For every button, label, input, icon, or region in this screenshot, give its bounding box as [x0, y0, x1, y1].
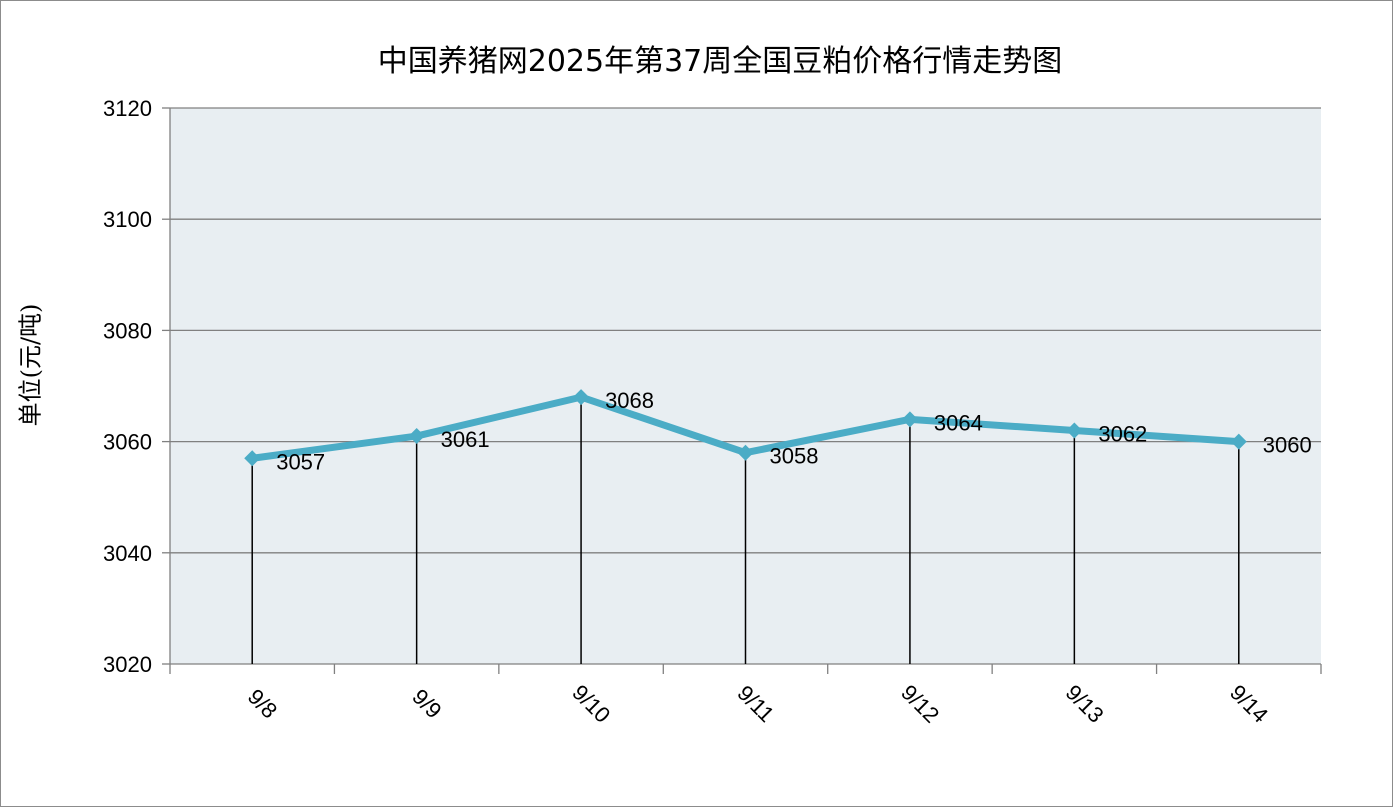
data-label: 3068 [605, 388, 654, 413]
x-tick-label: 9/10 [567, 680, 615, 728]
y-tick-label: 3060 [103, 430, 152, 455]
data-label: 3060 [1263, 433, 1312, 458]
x-tick-label: 9/13 [1061, 680, 1109, 728]
data-point-marker [901, 411, 918, 428]
y-tick-label: 3120 [103, 96, 152, 121]
data-point-marker [1066, 422, 1083, 439]
data-point-marker [244, 450, 261, 467]
y-tick-label: 3100 [103, 207, 152, 232]
data-label: 3057 [276, 449, 325, 474]
data-label: 3064 [934, 410, 983, 435]
y-tick-label: 3020 [103, 652, 152, 677]
x-tick-label: 9/12 [896, 680, 944, 728]
data-label: 3058 [770, 444, 819, 469]
chart-title: 中国养猪网2025年第37周全国豆粕价格行情走势图 [377, 44, 1063, 79]
x-tick-label: 9/8 [243, 684, 282, 723]
x-tick-label: 9/9 [407, 684, 446, 723]
x-tick-label: 9/14 [1225, 680, 1273, 728]
data-label: 3061 [441, 427, 490, 452]
data-point-marker [573, 389, 590, 406]
x-tick-label: 9/11 [732, 680, 779, 727]
data-label: 3062 [1098, 421, 1147, 446]
data-point-marker [1230, 433, 1247, 450]
data-point-marker [737, 444, 754, 461]
y-tick-label: 3080 [103, 318, 152, 343]
y-tick-label: 3040 [103, 541, 152, 566]
data-point-marker [408, 428, 425, 445]
